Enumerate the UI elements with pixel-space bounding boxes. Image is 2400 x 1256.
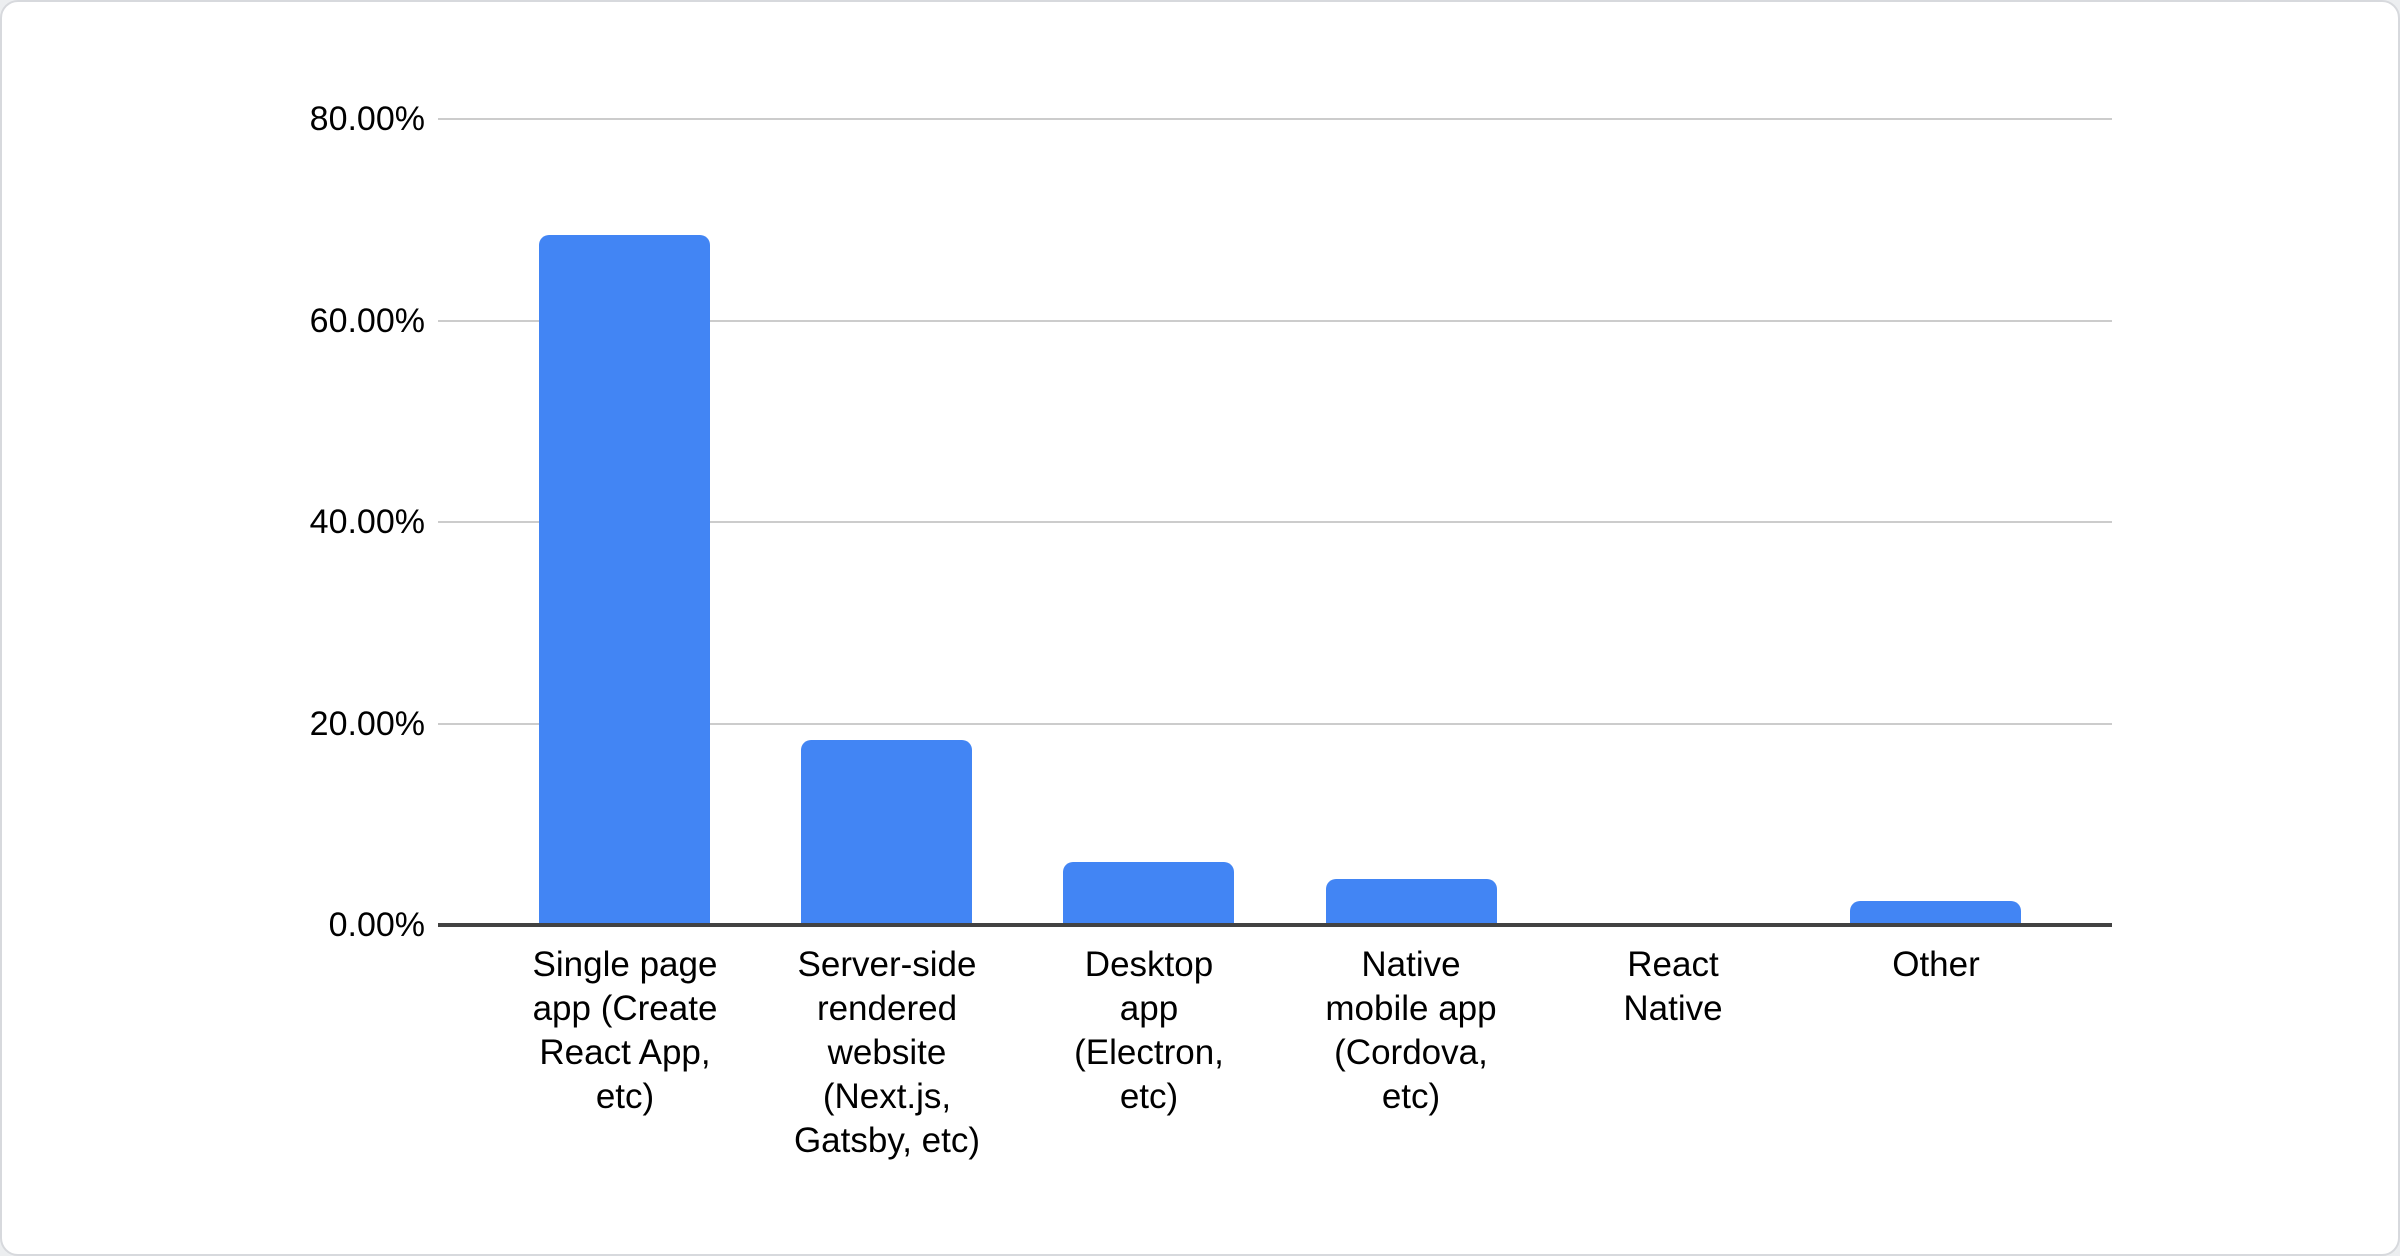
bar-2 (1063, 862, 1234, 925)
x-category-label-3: Native mobile app (Cordova, etc) (1325, 945, 1497, 1116)
x-category-label-2: Desktop app (Electron, etc) (1074, 945, 1224, 1116)
gridline-80 (438, 118, 2112, 120)
gridline-40 (438, 521, 2112, 523)
x-category-label-0: Single page app (Create React App, etc) (532, 945, 718, 1116)
y-axis-tick-label: 0.00% (328, 906, 425, 944)
x-category-label-1: Server-side rendered website (Next.js, G… (793, 945, 981, 1160)
bar-5 (1850, 901, 2021, 925)
gridline-60 (438, 319, 2112, 322)
y-axis-tick-label: 80.00% (309, 100, 425, 138)
bar-0 (539, 235, 710, 925)
y-axis-tick-label: 60.00% (309, 301, 425, 340)
gridline-20 (438, 722, 2112, 725)
bar-1 (801, 740, 972, 925)
y-axis-tick-label: 40.00% (309, 503, 425, 541)
x-category-label-5: Other (1892, 945, 1980, 984)
x-axis-line (438, 923, 2112, 927)
y-axis-tick-label: 20.00% (309, 704, 425, 743)
x-category-label-4: React Native (1623, 945, 1723, 1028)
bar-3 (1326, 879, 1497, 925)
